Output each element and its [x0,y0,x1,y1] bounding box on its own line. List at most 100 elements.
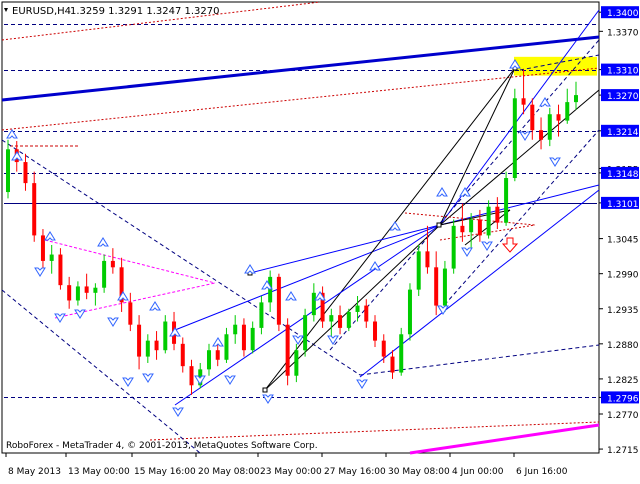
candle-body [137,324,142,357]
dotted-red-line-lower [1,67,600,131]
fractal-down-icon [481,241,493,251]
anchor-point-3 [436,222,442,228]
candle-body [40,235,45,261]
time-tick-label: 23 May 00:00 [260,467,322,477]
candle [381,334,386,363]
down-arrow-outline-icon [501,237,519,253]
candle [460,203,465,242]
price-tick-label: 1.3148 [607,170,639,180]
candle [416,244,421,297]
price-label-box [601,166,639,179]
fractal-up-icon [261,280,273,290]
channel-up-4 [439,9,600,226]
fractal-down-icon [107,317,119,327]
candle-body [93,287,98,293]
candle [539,117,544,150]
channel-up-1 [174,224,441,331]
candle [110,248,115,274]
candle-body [329,315,334,322]
fractal-down-icon [519,131,531,141]
candle [373,315,378,348]
candle [233,315,238,344]
dotted-red-line-upper [1,1,321,41]
channel-up-7 [264,224,441,391]
candle [75,281,80,306]
candle-body [75,286,80,301]
fractal-down-icon [262,394,274,404]
candle-body [189,366,194,386]
fractal-down-icon [34,267,46,277]
candle [390,350,395,379]
candle [346,308,351,332]
fractal-up-icon [389,221,401,231]
time-tick-label: 6 Jun 16:00 [516,467,568,477]
candle-body [434,267,439,306]
candle [495,197,500,230]
magenta-thick-line [409,423,600,455]
candle-body [250,327,255,351]
candle-body [259,302,264,328]
fractal-down-icon [356,379,368,389]
candle [23,153,28,191]
fractal-down-icon [224,375,236,385]
candle-body [390,356,395,373]
candle [6,139,10,199]
price-tick-label: 1.2825 [607,376,639,386]
fractal-down-icon [327,335,339,345]
candle-body [530,104,535,131]
time-tick-label: 15 May 16:00 [134,467,196,477]
candle [154,331,159,360]
fractal-down-icon [122,377,134,387]
candle-body [574,95,578,103]
candle [329,308,334,338]
candle [425,225,430,274]
price-label-box [601,124,639,137]
time-tick-label: 20 May 08:00 [198,467,260,477]
candle-body [206,350,211,370]
candle [259,296,264,335]
candle-body [6,149,10,193]
fractal-down-icon [74,309,86,319]
candle-body [32,183,37,236]
candle [206,343,211,376]
candle [364,299,369,328]
candle-body [49,254,54,261]
candle [311,283,316,322]
candle-body [495,206,500,223]
candle [67,276,72,309]
candle [224,327,229,363]
candle [530,98,535,140]
candle [40,229,45,269]
candle-body [547,114,552,140]
candle-body [486,206,491,236]
time-tick-label: 8 May 2013 [8,467,61,477]
candle-body [373,321,378,341]
candle-body [294,350,299,376]
channel-up-6 [249,224,441,274]
candle-body [215,350,220,360]
horizontal-levels [4,24,597,398]
fractal-arrows [6,59,561,417]
candle-body [416,251,421,290]
target-zone [514,56,597,76]
candle [163,315,168,354]
time-tick-label: 13 May 00:00 [68,467,130,477]
candle-body [102,260,107,288]
long-trendline [1,35,600,102]
candle-body [84,286,89,293]
candle [469,213,474,249]
price-tick-label: 1.3400 [607,9,639,19]
fractal-up-icon [459,187,471,197]
candle [521,69,526,115]
candle-body [311,292,316,316]
time-tick-label: 30 May 08:00 [388,467,450,477]
candle [58,248,63,290]
candle-body [425,251,430,268]
candle [93,283,98,306]
candle-body [338,315,343,328]
magenta-line-a [44,239,216,284]
price-tick-label: 1.3045 [607,236,639,246]
channel-down-lower [1,289,201,454]
candle-body [180,343,185,367]
